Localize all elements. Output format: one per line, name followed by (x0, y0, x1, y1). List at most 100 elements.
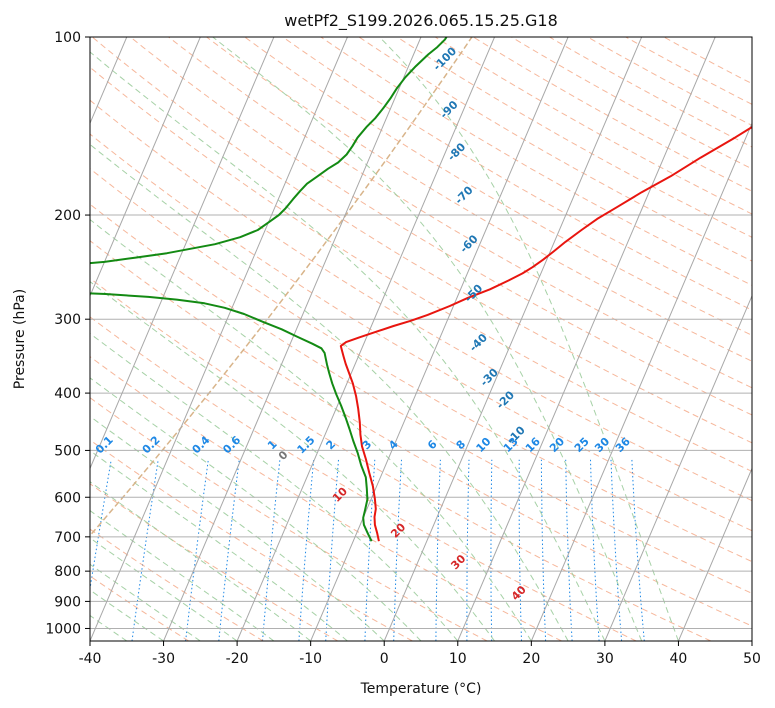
plot-frame (89, 36, 753, 642)
moist-adiabat-line (90, 415, 385, 641)
isotherm-line (163, 37, 422, 641)
dry-adiabat-line (473, 37, 752, 192)
isotherm-line (310, 37, 569, 641)
y-tick-label: 1000 (45, 621, 81, 637)
moist-adiabat-line (90, 481, 312, 641)
mixing-ratio-line (393, 459, 402, 641)
skewed-isotherms (90, 37, 752, 641)
dry-adiabat-line (587, 37, 752, 127)
y-tick-label: 200 (54, 208, 81, 224)
moist-adiabat-line (378, 37, 679, 641)
dewpoint-line (90, 37, 448, 542)
dry-adiabat-line (511, 37, 752, 170)
moist-adiabat-label: -40 (467, 331, 490, 354)
moist-adiabat-line (90, 280, 496, 641)
x-tick-label: 20 (522, 651, 540, 667)
moist-adiabat-line (90, 218, 532, 641)
mixing-ratio-line (540, 459, 547, 641)
dry-adiabat-line (90, 203, 752, 594)
mixing-ratio-label: 1.5 (295, 433, 318, 456)
dry-adiabat-line (90, 168, 752, 563)
moist-adiabat-label: -30 (478, 366, 501, 389)
mixing-ratio-line (298, 459, 315, 641)
isotherm-line (457, 37, 716, 641)
x-tick-label: 10 (449, 651, 467, 667)
moist-adiabat-line (212, 37, 643, 641)
y-tick-label: 400 (54, 386, 81, 402)
dry-adiabat-line (434, 37, 752, 215)
temperature-line (339, 125, 752, 542)
mixing-ratio-label: 16 (523, 435, 543, 455)
mixing-ratio-label: 0.2 (140, 433, 163, 456)
moist-adiabat-label: -60 (457, 232, 480, 255)
dry-adiabat-line (320, 37, 752, 286)
moist-adiabats (90, 37, 679, 641)
mixing-ratio-line (131, 459, 159, 641)
y-tick-label: 900 (54, 594, 81, 610)
moist-adiabat-line (90, 143, 569, 641)
isotherm-line (383, 37, 643, 641)
x-tick-label: 30 (596, 651, 614, 667)
moist-adiabat-line (90, 332, 459, 641)
moist-adiabat-line (90, 509, 275, 641)
dry-adiabat-line (244, 37, 752, 336)
isotherm-line (677, 467, 752, 641)
mixing-ratio-label: 25 (572, 435, 592, 455)
plot-area: 0.1 0.2 0.4 0.6 1 1.5 2 3 4 6 8 10 13 16 20 25 30 36-100-… (90, 37, 752, 641)
dry-adiabat-line (90, 316, 637, 641)
dry-adiabat-line (90, 240, 752, 627)
dry-adiabat-line (663, 37, 752, 85)
x-tick-label: 50 (743, 651, 761, 667)
y-axis-ticks: 100 200 300 400 500 600 700 800 900 1000 (45, 30, 90, 637)
moist-adiabat-label: -50 (462, 282, 485, 305)
y-tick-label: 500 (54, 443, 81, 459)
isotherm-line (604, 294, 752, 641)
y-tick-label: 300 (54, 312, 81, 328)
mixing-ratio-line (90, 459, 112, 592)
moist-adiabat-label: -20 (494, 388, 517, 411)
mixing-ratio-label: 36 (613, 435, 633, 455)
x-axis-ticks: -40 -30 -20 -10 0 10 20 30 40 50 (79, 641, 761, 667)
isotherm-line (90, 37, 201, 298)
mixing-ratio-line (565, 459, 573, 641)
dry-adiabat-line (358, 37, 752, 262)
dry-adiabat-line (549, 37, 752, 148)
grid-lines (90, 37, 752, 629)
dry-adiabat-line (625, 37, 752, 105)
mixing-ratio-line (185, 459, 209, 641)
moist-adiabat-line (90, 51, 606, 641)
x-tick-label: -30 (152, 651, 175, 667)
x-tick-label: -10 (299, 651, 322, 667)
dry-adiabat-line (130, 37, 752, 416)
dry-adiabat-line (90, 99, 752, 502)
x-axis-label: Temperature (°C) (360, 681, 482, 697)
isotherm-line (90, 37, 348, 641)
moist-adiabat-line (90, 537, 238, 641)
mixing-ratio-line (518, 459, 522, 641)
isotherm-line (530, 122, 752, 641)
isotherm-line (90, 37, 275, 470)
x-tick-label: -40 (79, 651, 102, 667)
y-tick-label: 800 (54, 564, 81, 580)
mixing-ratio-line (435, 459, 441, 641)
y-tick-label: 600 (54, 490, 81, 506)
dry-adiabats (90, 37, 752, 641)
dry-adiabat-line (91, 37, 752, 444)
mixing-ratio-lines (90, 459, 645, 641)
x-tick-label: 40 (670, 651, 688, 667)
mixing-ratio-line (490, 459, 493, 641)
x-tick-label: -20 (226, 651, 249, 667)
mixing-ratio-label: 20 (547, 435, 567, 455)
dry-adiabat-label: 20 (388, 520, 408, 540)
mixing-ratio-line (262, 459, 281, 641)
dry-adiabat-line (90, 397, 488, 641)
y-axis-label: Pressure (hPa) (12, 289, 28, 389)
dry-adiabat-line (90, 439, 413, 641)
x-tick-label: 0 (380, 651, 389, 667)
y-tick-label: 700 (54, 530, 81, 546)
mixing-ratio-label: 10 (474, 435, 494, 455)
dry-adiabat-line (90, 66, 752, 472)
dry-adiabat-line (90, 483, 339, 641)
dry-adiabat-line (396, 37, 752, 238)
